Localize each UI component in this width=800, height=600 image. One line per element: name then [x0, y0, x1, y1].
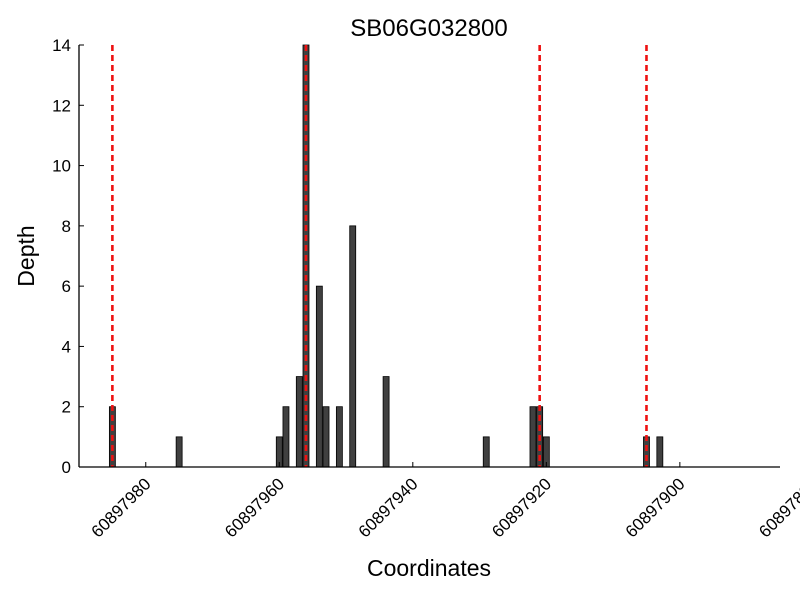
bar	[643, 436, 650, 468]
bar	[482, 436, 490, 468]
ticks-layer: 0 2 4 6 8 10 12 14 60897980 60897960 60897940 60897…	[52, 36, 800, 541]
x-tick-label: 60897900	[622, 474, 689, 541]
bar	[175, 436, 183, 468]
bar	[335, 406, 343, 468]
bar	[322, 406, 330, 468]
y-tick-label: 8	[62, 217, 71, 236]
bars-layer	[108, 44, 664, 468]
x-tick-label: 60897920	[488, 474, 555, 541]
y-axis-label: Depth	[13, 225, 39, 286]
y-tick-label: 14	[52, 36, 71, 55]
x-tick-label: 60897880	[755, 474, 800, 541]
bar	[656, 436, 664, 468]
chart-title: SB06G032800	[350, 15, 507, 42]
y-tick-label: 0	[62, 458, 71, 477]
y-tick-label: 12	[52, 96, 71, 115]
reference-lines-layer	[111, 45, 648, 467]
x-tick-label: 60897940	[355, 474, 422, 541]
y-tick-label: 10	[52, 157, 71, 176]
axes-layer	[78, 45, 780, 468]
bar	[315, 285, 323, 468]
bar	[382, 376, 390, 468]
x-tick-label: 60897980	[88, 474, 155, 541]
y-tick-label: 4	[62, 337, 71, 356]
bar	[295, 376, 303, 468]
bar	[282, 406, 290, 468]
y-tick-label: 6	[62, 277, 71, 296]
x-axis-label: Coordinates	[367, 555, 491, 581]
bar	[529, 406, 537, 468]
bar	[349, 225, 357, 468]
x-tick-label: 60897960	[221, 474, 288, 541]
y-tick-label: 2	[62, 398, 71, 417]
